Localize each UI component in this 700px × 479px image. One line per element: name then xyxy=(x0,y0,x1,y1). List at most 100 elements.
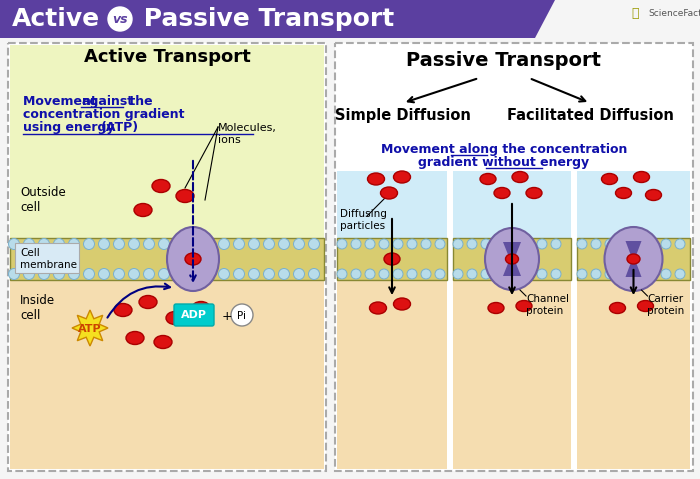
Ellipse shape xyxy=(601,173,617,184)
Circle shape xyxy=(129,269,139,280)
Circle shape xyxy=(113,239,125,250)
Text: Diffusing
particles: Diffusing particles xyxy=(340,209,387,230)
Circle shape xyxy=(188,269,199,280)
Bar xyxy=(337,238,447,280)
Circle shape xyxy=(633,269,643,279)
Text: concentration gradient: concentration gradient xyxy=(23,108,185,121)
Ellipse shape xyxy=(370,302,386,314)
Text: Active: Active xyxy=(12,7,100,31)
Circle shape xyxy=(537,269,547,279)
Polygon shape xyxy=(0,0,555,38)
Polygon shape xyxy=(72,310,108,346)
Circle shape xyxy=(435,239,445,249)
Circle shape xyxy=(467,239,477,249)
Circle shape xyxy=(24,269,34,280)
Text: Movement: Movement xyxy=(23,95,101,108)
Circle shape xyxy=(407,239,417,249)
Circle shape xyxy=(309,269,319,280)
Text: Simple Diffusion: Simple Diffusion xyxy=(335,108,471,123)
Circle shape xyxy=(99,269,109,280)
Circle shape xyxy=(279,269,290,280)
Circle shape xyxy=(591,239,601,249)
Circle shape xyxy=(495,239,505,249)
Circle shape xyxy=(158,269,169,280)
Ellipse shape xyxy=(114,304,132,317)
Polygon shape xyxy=(503,261,521,276)
Circle shape xyxy=(99,239,109,250)
Circle shape xyxy=(591,269,601,279)
Ellipse shape xyxy=(645,190,661,201)
Circle shape xyxy=(435,269,445,279)
Circle shape xyxy=(453,239,463,249)
Text: vs: vs xyxy=(112,13,128,26)
Polygon shape xyxy=(626,241,641,257)
Polygon shape xyxy=(503,242,521,257)
Ellipse shape xyxy=(139,296,157,308)
Circle shape xyxy=(577,269,587,279)
Text: Molecules,
ions: Molecules, ions xyxy=(218,123,277,145)
Circle shape xyxy=(675,239,685,249)
Bar xyxy=(337,280,447,469)
Bar xyxy=(335,43,693,471)
FancyBboxPatch shape xyxy=(15,243,79,273)
Circle shape xyxy=(619,239,629,249)
Bar xyxy=(453,171,571,238)
Circle shape xyxy=(605,269,615,279)
Bar xyxy=(577,238,690,280)
Circle shape xyxy=(158,239,169,250)
Bar xyxy=(10,280,324,469)
Circle shape xyxy=(337,239,347,249)
Circle shape xyxy=(379,239,389,249)
Text: Channel
protein: Channel protein xyxy=(526,294,569,316)
Circle shape xyxy=(263,239,274,250)
Bar xyxy=(577,171,690,238)
Circle shape xyxy=(481,239,491,249)
Circle shape xyxy=(481,269,491,279)
Circle shape xyxy=(53,269,64,280)
Circle shape xyxy=(263,269,274,280)
Ellipse shape xyxy=(393,298,410,310)
Circle shape xyxy=(69,269,80,280)
Text: Outside
cell: Outside cell xyxy=(20,186,66,214)
Circle shape xyxy=(113,269,125,280)
Circle shape xyxy=(38,239,50,250)
Bar xyxy=(453,238,571,280)
Ellipse shape xyxy=(638,300,654,311)
Circle shape xyxy=(129,239,139,250)
Circle shape xyxy=(337,269,347,279)
Ellipse shape xyxy=(505,254,519,264)
Circle shape xyxy=(248,269,260,280)
Circle shape xyxy=(647,239,657,249)
Circle shape xyxy=(83,269,94,280)
Circle shape xyxy=(279,239,290,250)
Ellipse shape xyxy=(192,301,210,315)
Text: ATP: ATP xyxy=(78,324,102,334)
Circle shape xyxy=(174,269,185,280)
Text: (ATP): (ATP) xyxy=(101,121,139,134)
Circle shape xyxy=(421,269,431,279)
Circle shape xyxy=(551,269,561,279)
Circle shape xyxy=(248,239,260,250)
Circle shape xyxy=(69,239,80,250)
Circle shape xyxy=(174,239,185,250)
Circle shape xyxy=(108,7,132,31)
Text: Movement along the concentration: Movement along the concentration xyxy=(381,143,627,156)
Circle shape xyxy=(234,269,244,280)
Ellipse shape xyxy=(488,303,504,313)
Circle shape xyxy=(605,239,615,249)
Circle shape xyxy=(421,239,431,249)
Text: Cell
membrane: Cell membrane xyxy=(20,248,77,270)
Text: Inside
cell: Inside cell xyxy=(20,294,55,322)
Ellipse shape xyxy=(134,204,152,217)
Circle shape xyxy=(633,239,643,249)
Text: using energy: using energy xyxy=(23,121,119,134)
Ellipse shape xyxy=(368,173,384,185)
Circle shape xyxy=(523,269,533,279)
Circle shape xyxy=(234,239,244,250)
Circle shape xyxy=(661,269,671,279)
Circle shape xyxy=(144,269,155,280)
Ellipse shape xyxy=(166,311,184,324)
Circle shape xyxy=(523,239,533,249)
Circle shape xyxy=(218,269,230,280)
Polygon shape xyxy=(626,261,641,277)
